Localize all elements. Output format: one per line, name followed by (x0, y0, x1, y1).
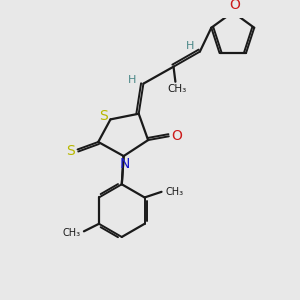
Text: O: O (171, 129, 182, 143)
Text: H: H (186, 41, 195, 51)
Text: O: O (229, 0, 240, 12)
Text: CH₃: CH₃ (62, 228, 80, 238)
Text: H: H (128, 75, 136, 85)
Text: N: N (119, 157, 130, 171)
Text: CH₃: CH₃ (168, 84, 187, 94)
Text: CH₃: CH₃ (165, 187, 183, 197)
Text: S: S (66, 144, 74, 158)
Text: S: S (100, 109, 108, 123)
